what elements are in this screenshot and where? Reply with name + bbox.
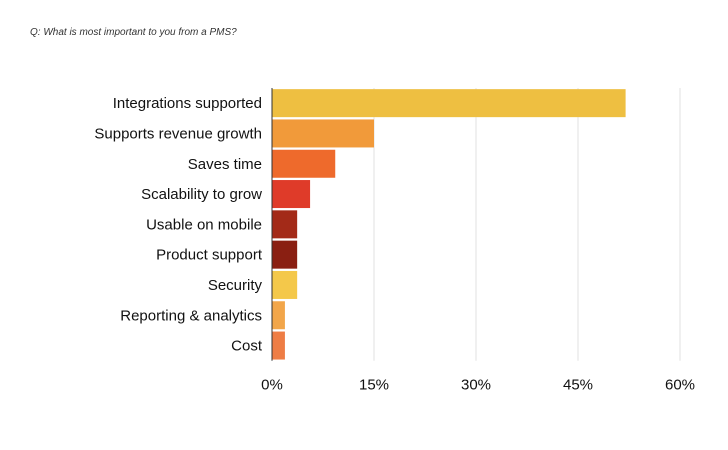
x-tick-label: 60% [665,377,695,394]
category-label: Cost [231,338,263,355]
bar-usable-on-mobile [272,210,298,239]
bar-reporting-analytics [272,301,285,330]
bar-saves-time [272,149,336,178]
category-label: Integrations supported [113,95,262,112]
bar-product-support [272,240,298,269]
bar-supports-revenue-growth [272,119,374,148]
category-label: Security [208,277,263,294]
category-label: Supports revenue growth [94,125,262,142]
x-tick-label: 30% [461,377,491,394]
category-labels: Integrations supported Supports revenue g… [94,95,262,354]
grid-lines [373,88,681,361]
bar-integrations-supported [272,89,626,118]
bar-security [272,270,298,299]
category-label: Reporting & analytics [120,307,262,324]
category-label: Saves time [188,156,262,173]
question-text: Q: What is most important to you from a … [30,27,237,38]
bar-scalability-to-grow [272,180,311,209]
category-label: Usable on mobile [146,216,262,233]
x-tick-label: 0% [261,377,283,394]
x-tick-labels: 0% 15% 30% 45% 60% [261,377,695,394]
bars [272,89,626,360]
x-tick-label: 15% [359,377,389,394]
x-tick-label: 45% [563,377,593,394]
bar-cost [272,331,285,360]
category-label: Product support [156,247,263,264]
category-label: Scalability to grow [141,186,262,203]
